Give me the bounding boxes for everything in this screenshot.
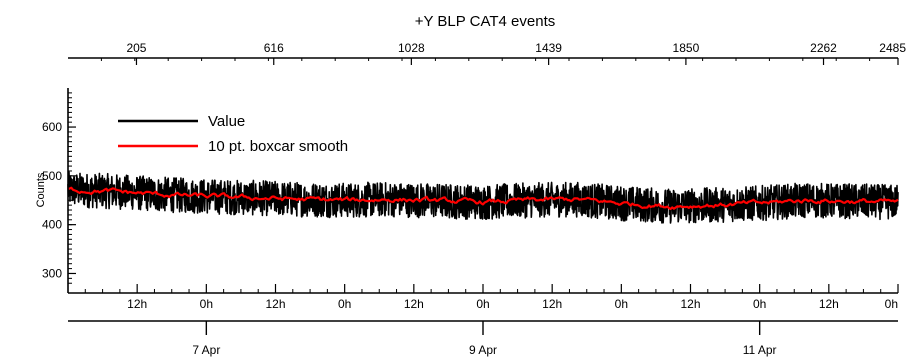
- date-axis-tick-label: 11 Apr: [743, 343, 777, 357]
- legend-label: Value: [208, 113, 245, 130]
- top-axis-tick-label: 1439: [535, 41, 562, 55]
- boxcar-smooth-series-line: [67, 186, 899, 211]
- y-axis-tick-label: 300: [42, 266, 62, 280]
- y-axis: 300 400 500 600: [42, 88, 76, 293]
- legend-label: 10 pt. boxcar smooth: [208, 138, 348, 155]
- top-axis: 205 616 1028 1439 1850 2262 2485: [68, 41, 906, 65]
- y-axis-tick-label: 500: [42, 169, 62, 183]
- top-axis-tick-label: 2485: [879, 41, 906, 55]
- time-axis-tick-label: 0h: [476, 297, 489, 311]
- legend: Value 10 pt. boxcar smooth: [118, 113, 348, 155]
- time-axis-tick-label: 0h: [885, 297, 898, 311]
- chart-title: +Y BLP CAT4 events: [415, 13, 556, 30]
- top-axis-tick-label: 2262: [810, 41, 837, 55]
- top-axis-tick-label: 616: [264, 41, 284, 55]
- y-axis-tick-label: 600: [42, 120, 62, 134]
- time-axis-tick-label: 12h: [127, 297, 147, 311]
- time-axis-tick-label: 12h: [819, 297, 839, 311]
- top-axis-tick-label: 205: [126, 41, 146, 55]
- top-axis-tick-label: 1028: [398, 41, 425, 55]
- time-axis-tick-label: 12h: [680, 297, 700, 311]
- y-axis-label: Counts: [35, 172, 47, 207]
- time-axis-tick-label: 0h: [200, 297, 213, 311]
- time-axis-tick-label: 12h: [542, 297, 562, 311]
- series-layer: [67, 171, 899, 224]
- time-axis-tick-label: 12h: [404, 297, 424, 311]
- y-axis-tick-label: 400: [42, 218, 62, 232]
- time-axis-tick-label: 12h: [265, 297, 285, 311]
- bottom-axis: 12h 0h 12h 0h 12h 0h 12h 0h 12h 0h 12h 0h 7 Apr 9 Apr…: [68, 284, 899, 357]
- time-axis-tick-label: 0h: [753, 297, 766, 311]
- time-axis-tick-label: 0h: [615, 297, 628, 311]
- date-axis-tick-label: 7 Apr: [192, 343, 220, 357]
- top-axis-tick-label: 1850: [673, 41, 700, 55]
- date-axis-tick-label: 9 Apr: [469, 343, 497, 357]
- plot-area: [67, 88, 899, 293]
- time-axis-tick-label: 0h: [338, 297, 351, 311]
